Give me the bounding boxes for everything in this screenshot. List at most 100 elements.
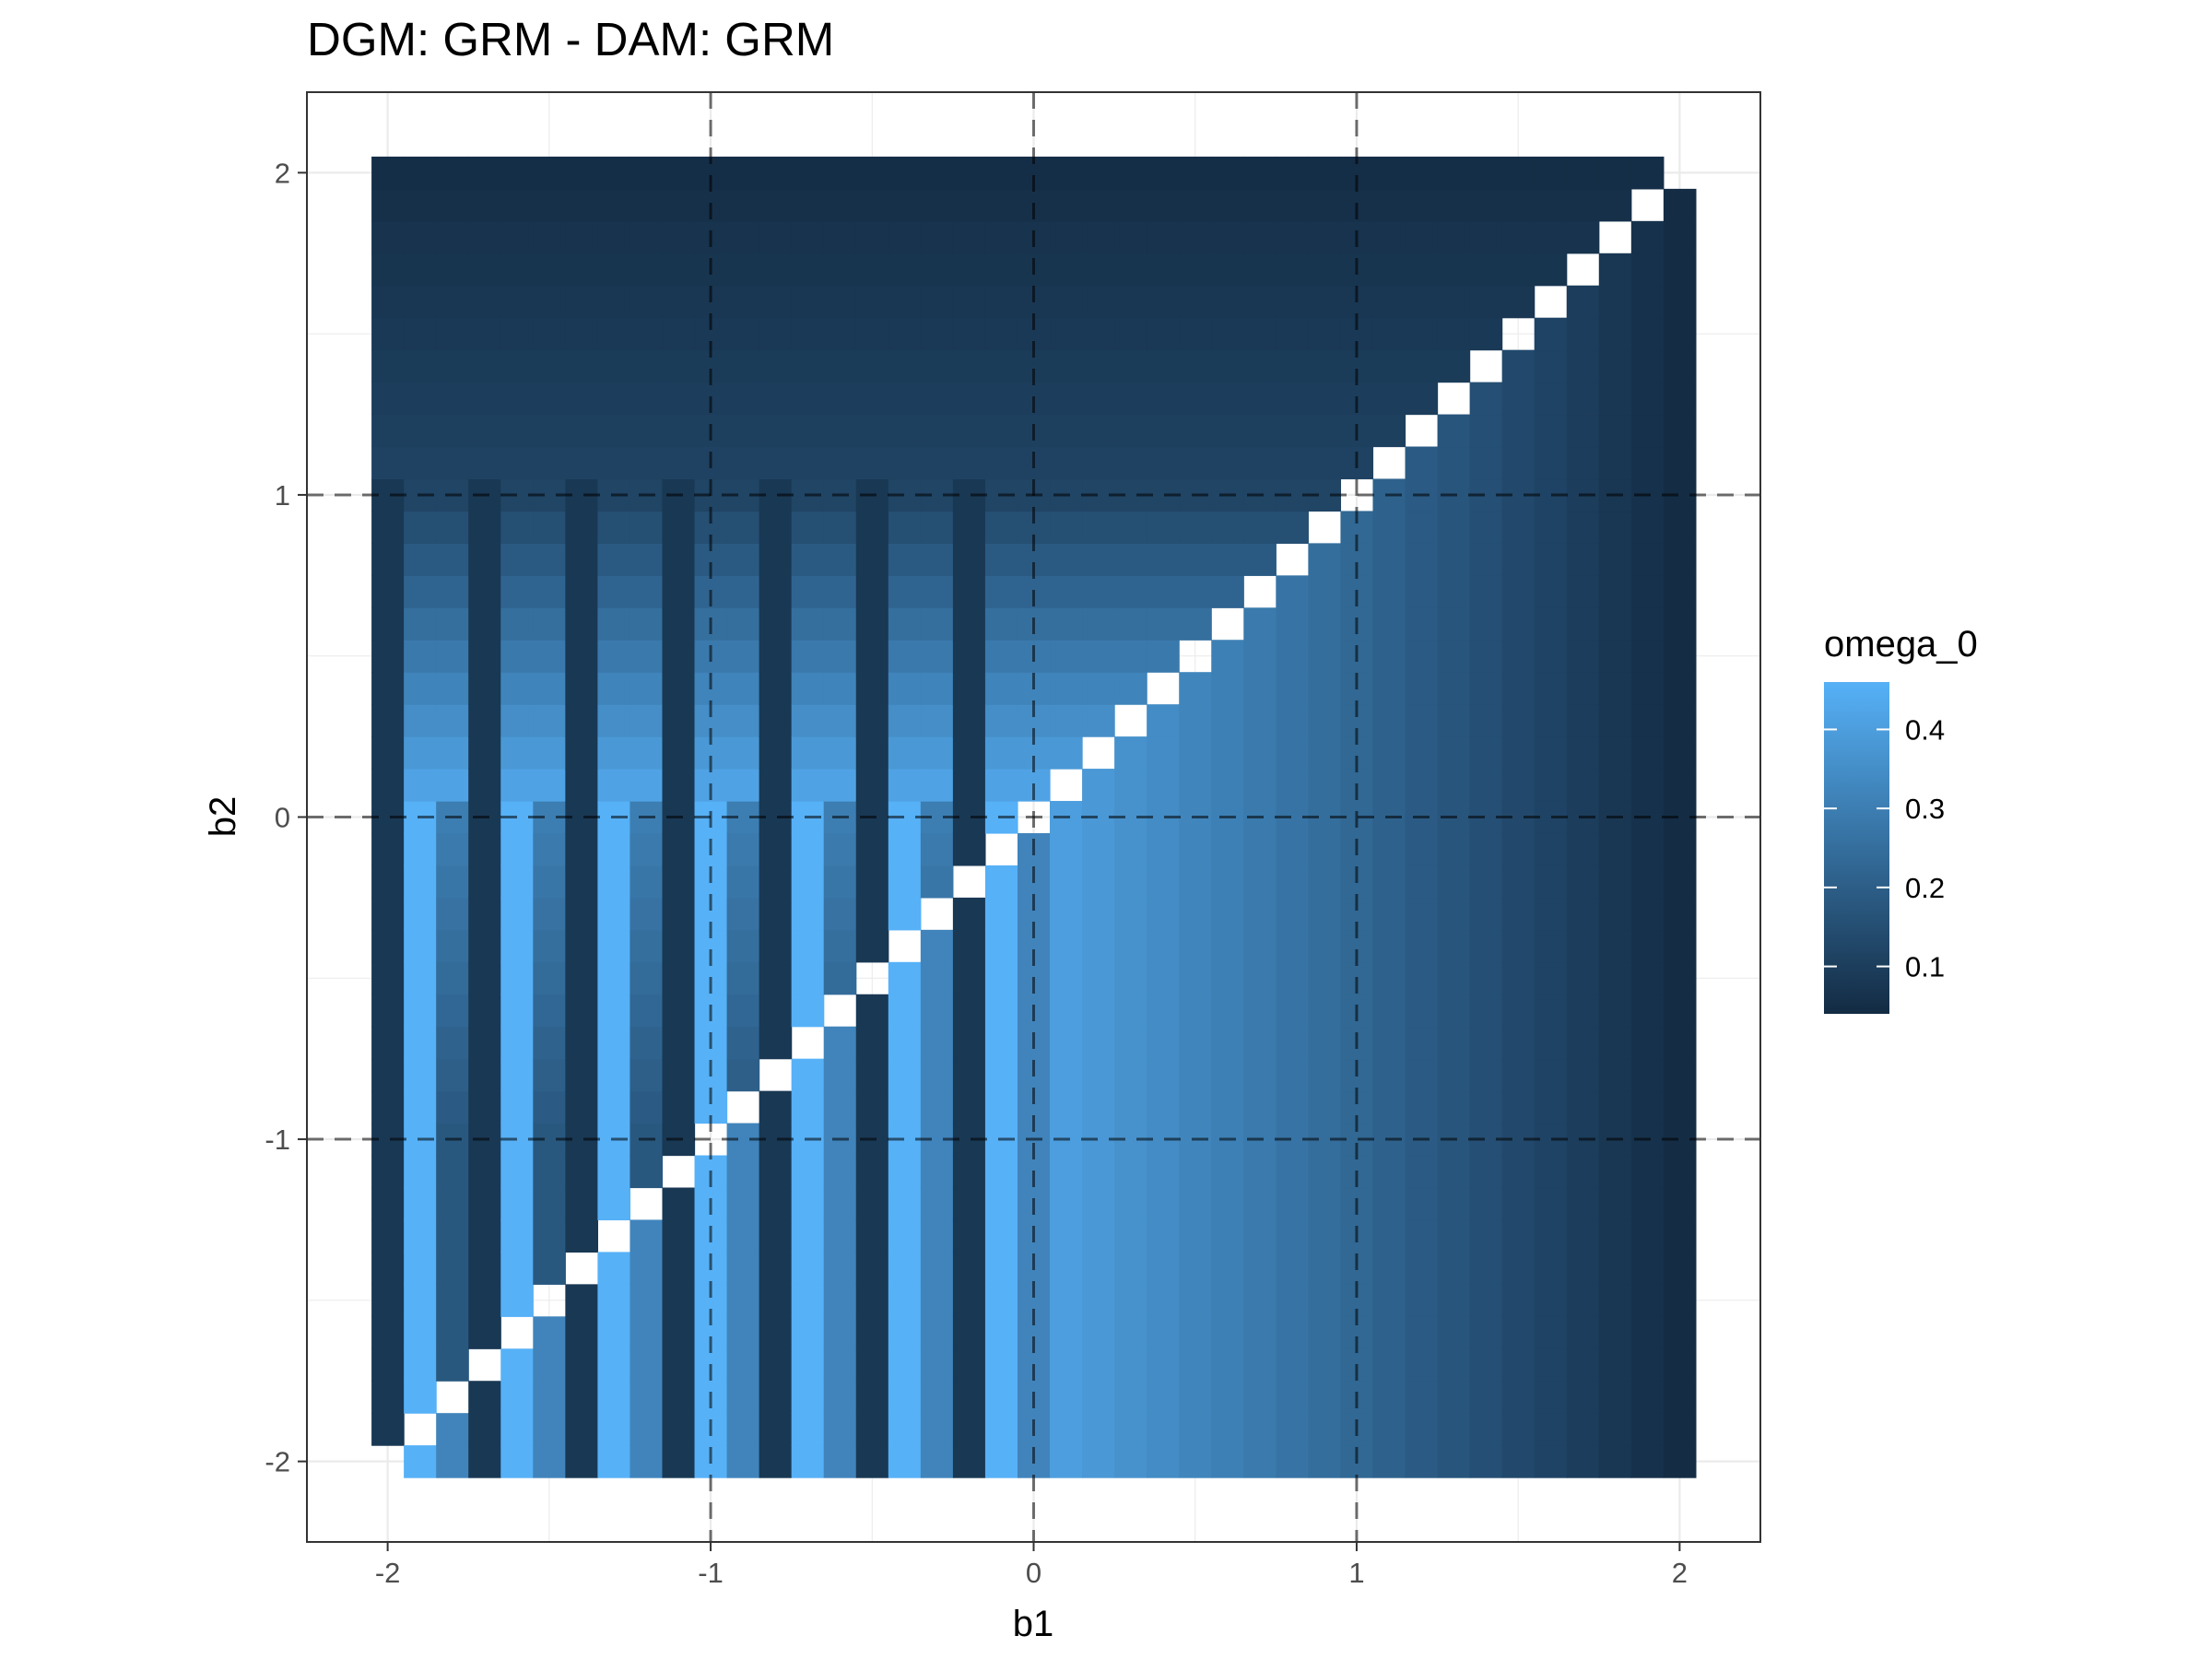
heatmap-cell (823, 865, 857, 899)
heatmap-cell (565, 672, 598, 705)
heatmap-cell (1534, 1155, 1568, 1189)
heatmap-cell (888, 1187, 922, 1221)
heatmap-cell (888, 1381, 922, 1414)
heatmap-cell (436, 317, 469, 351)
heatmap-cell (888, 1026, 922, 1060)
heatmap-cell (468, 1155, 501, 1189)
heatmap-cell (436, 640, 469, 673)
heatmap-cell (759, 220, 793, 254)
heatmap-cell (371, 1187, 405, 1221)
heatmap-cell (1179, 1187, 1212, 1221)
heatmap-cell (1534, 1316, 1568, 1349)
heatmap-cell (1534, 543, 1568, 576)
heatmap-cell (759, 156, 793, 190)
heatmap-cell (1469, 929, 1503, 963)
heatmap-cell (791, 156, 825, 190)
heatmap-cell (823, 349, 857, 383)
heatmap-cell (1630, 1058, 1665, 1092)
heatmap-cell (1501, 414, 1535, 448)
heatmap-cell (759, 382, 793, 416)
heatmap-cell (759, 929, 793, 963)
heatmap-cell (629, 897, 664, 931)
heatmap-cell (920, 1058, 954, 1092)
heatmap-cell (1598, 253, 1632, 287)
heatmap-cell (1050, 1445, 1083, 1478)
y-tick-label: -1 (265, 1124, 290, 1156)
heatmap-cell (1211, 640, 1244, 673)
heatmap-cell (1630, 1090, 1665, 1124)
heatmap-cell (1050, 704, 1083, 737)
heatmap-cell (565, 382, 598, 416)
heatmap-cell (1372, 1252, 1406, 1285)
heatmap-cell (726, 1026, 760, 1060)
heatmap-cell (855, 1219, 889, 1253)
heatmap-cell (791, 704, 825, 737)
heatmap-cell (1598, 575, 1632, 608)
heatmap-cell (1179, 1155, 1212, 1189)
heatmap-cell (823, 1090, 857, 1124)
heatmap-cell (1566, 832, 1600, 866)
heatmap-cell (855, 1316, 889, 1349)
heatmap-cell (920, 1252, 954, 1285)
heatmap-cell (629, 736, 664, 770)
heatmap-cell (1469, 575, 1503, 608)
heatmap-cell (823, 640, 857, 673)
heatmap-cell (984, 1026, 1018, 1060)
heatmap-cell (436, 575, 469, 608)
heatmap-cell (533, 704, 566, 737)
heatmap-cell (1534, 1058, 1568, 1092)
heatmap-cell (662, 253, 696, 287)
heatmap-cell (371, 1026, 405, 1060)
heatmap-cell (662, 1381, 696, 1414)
heatmap-cell (1308, 349, 1342, 383)
heatmap-cell (1501, 832, 1535, 866)
heatmap-cell (533, 672, 566, 705)
heatmap-cell (984, 511, 1018, 544)
heatmap-cell (1469, 994, 1503, 1028)
heatmap-cell (1211, 929, 1244, 963)
heatmap-cell (1050, 1026, 1083, 1060)
heatmap-cell (855, 156, 889, 190)
heatmap-cell (1082, 994, 1115, 1028)
heatmap-cell (726, 832, 760, 866)
heatmap-cell (952, 994, 986, 1028)
heatmap-cell (1114, 865, 1147, 899)
heatmap-cell (1598, 961, 1632, 995)
heatmap-cell (1243, 349, 1277, 383)
heatmap-cell (1437, 832, 1471, 866)
heatmap-cell (468, 1284, 501, 1317)
heatmap-cell (1147, 317, 1180, 351)
heatmap-cell (759, 1090, 793, 1124)
heatmap-cell (662, 1348, 696, 1382)
heatmap-cell (1050, 1413, 1083, 1446)
heatmap-cell (791, 414, 825, 448)
heatmap-cell (952, 1413, 986, 1446)
heatmap-cell (1050, 349, 1083, 383)
heatmap-cell (1566, 1284, 1600, 1317)
heatmap-cell (759, 1252, 793, 1285)
heatmap-cell (1147, 349, 1180, 383)
heatmap-cell (1050, 1316, 1083, 1349)
heatmap-cell (984, 253, 1018, 287)
heatmap-cell (920, 382, 954, 416)
heatmap-cell (468, 349, 501, 383)
heatmap-cell (1050, 446, 1083, 480)
heatmap-cell (436, 156, 469, 190)
heatmap-cell (1437, 220, 1471, 254)
heatmap-cell (1566, 994, 1600, 1028)
heatmap-cell (888, 1252, 922, 1285)
heatmap-cell (404, 1026, 437, 1060)
heatmap-cell (500, 317, 534, 351)
heatmap-cell (565, 736, 598, 770)
heatmap-cell (1405, 317, 1439, 351)
heatmap-cell (1082, 832, 1115, 866)
heatmap-cell (565, 414, 598, 448)
heatmap-cell (1630, 994, 1665, 1028)
heatmap-cell (888, 1155, 922, 1189)
heatmap-cell (984, 961, 1018, 995)
y-tick-label: 1 (275, 479, 290, 512)
heatmap-cell (597, 607, 631, 641)
heatmap-cell (759, 865, 793, 899)
heatmap-cell (1501, 961, 1535, 995)
x-tick-label: 1 (1348, 1557, 1364, 1589)
